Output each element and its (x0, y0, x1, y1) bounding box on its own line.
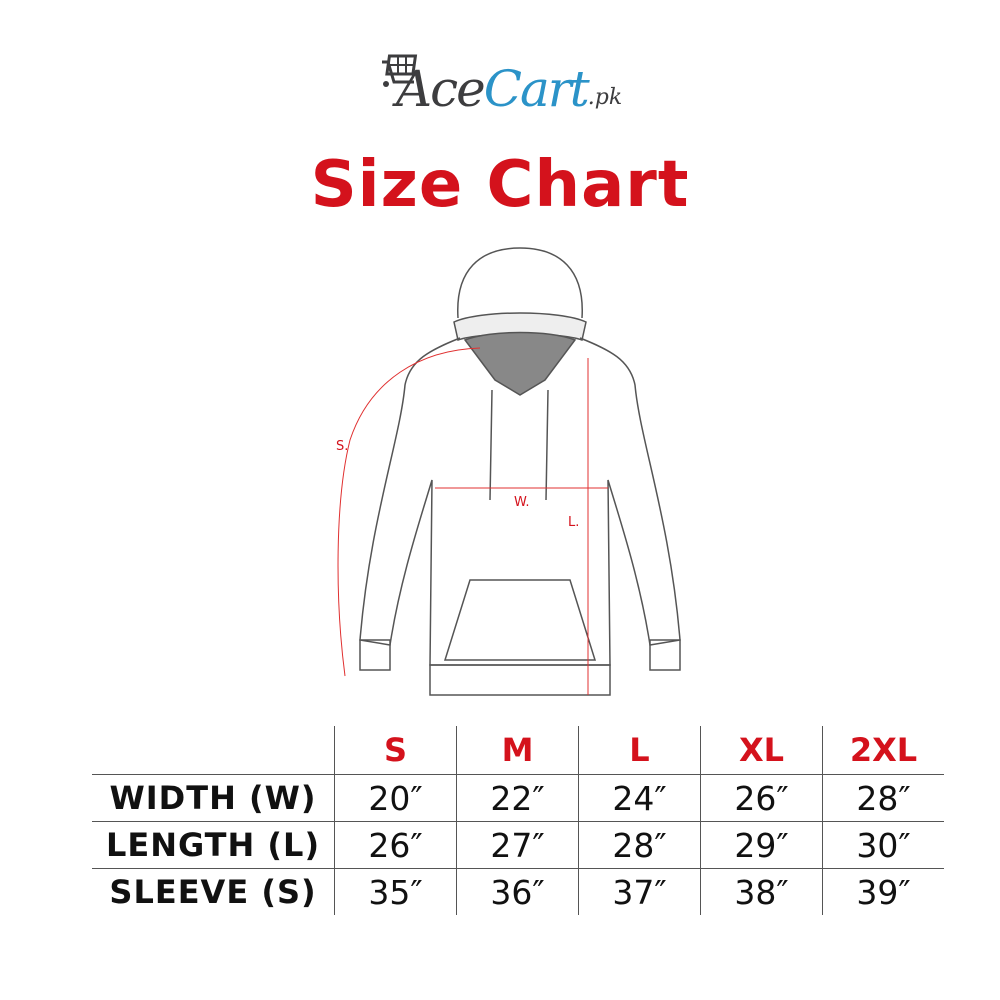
size-table: S M L XL 2XL WIDTH (W) 20″ 22″ 24″ 26″ 2… (92, 726, 944, 915)
table-cell: 20″ (334, 774, 457, 822)
size-header: L (578, 726, 701, 775)
acecart-logo: Ace Cart .pk (380, 48, 622, 118)
table-row-width: WIDTH (W) 20″ 22″ 24″ 26″ 28″ (92, 774, 944, 822)
row-label: SLEEVE (S) (92, 868, 335, 915)
table-cell: 36″ (456, 868, 579, 915)
sleeve-measure-line (337, 347, 481, 677)
length-label: L. (568, 515, 579, 530)
table-cell: 30″ (822, 821, 944, 869)
row-label: WIDTH (W) (92, 774, 335, 822)
kangaroo-pocket (443, 579, 597, 661)
table-cell: 28″ (578, 821, 701, 869)
shopping-cart-icon (382, 54, 418, 87)
logo-text-ace: Ace (396, 60, 486, 118)
table-cell: 35″ (334, 868, 457, 915)
table-cell: 29″ (700, 821, 823, 869)
table-cell: 37″ (578, 868, 701, 915)
table-cell: 22″ (456, 774, 579, 822)
logo-text-suffix: .pk (587, 85, 623, 110)
table-cell: 26″ (334, 821, 457, 869)
logo-text-cart: Cart (483, 60, 590, 118)
table-cell: 27″ (456, 821, 579, 869)
size-header: XL (700, 726, 823, 775)
size-header-row: S M L XL 2XL (92, 726, 944, 775)
size-header: S (334, 726, 457, 775)
table-cell: 39″ (822, 868, 944, 915)
page-title: Size Chart (310, 148, 690, 222)
table-row-sleeve: SLEEVE (S) 35″ 36″ 37″ 38″ 39″ (92, 868, 944, 915)
table-cell: 26″ (700, 774, 823, 822)
table-cell: 28″ (822, 774, 944, 822)
hoodie-diagram: S. W. L. (336, 247, 681, 696)
table-cell: 24″ (578, 774, 701, 822)
size-header: 2XL (822, 726, 944, 775)
row-label: LENGTH (L) (92, 821, 335, 869)
size-header: M (456, 726, 579, 775)
hood (457, 247, 583, 319)
table-cell: 38″ (700, 868, 823, 915)
table-row-length: LENGTH (L) 26″ 27″ 28″ 29″ 30″ (92, 821, 944, 869)
width-label: W. (514, 495, 530, 510)
sleeve-label: S. (336, 439, 348, 454)
